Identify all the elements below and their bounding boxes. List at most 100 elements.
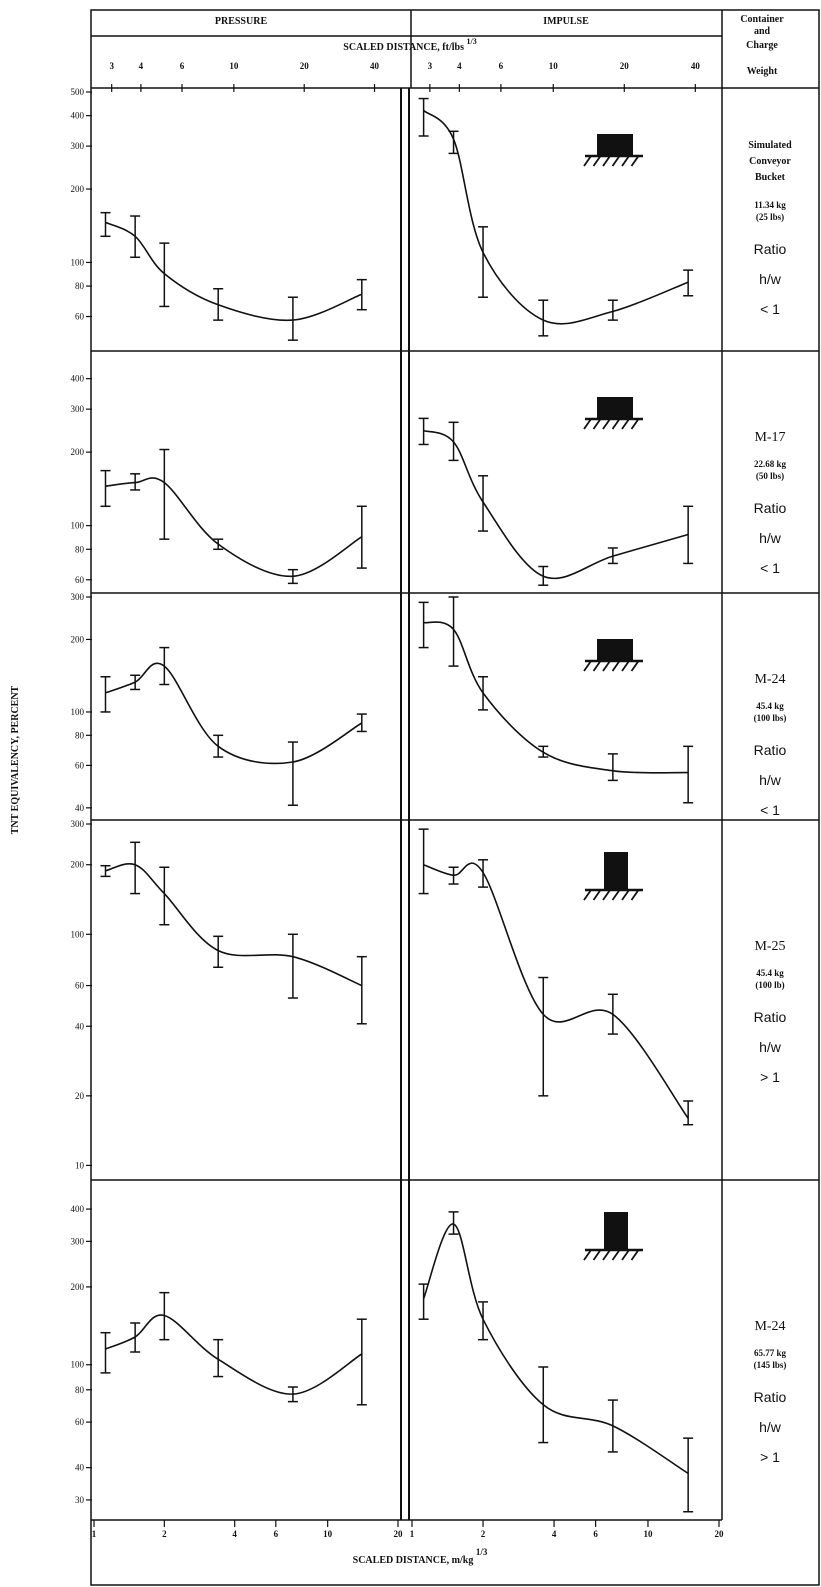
scaled-distance-ft-exponent: 1/3	[466, 37, 476, 46]
error-bar	[356, 505, 367, 569]
ground-hatch-icon	[602, 418, 611, 430]
x-tick-label: 20	[715, 1529, 725, 1539]
ground-hatch-icon	[611, 660, 621, 672]
error-bar	[683, 745, 694, 804]
y-tick-label: 300	[71, 1236, 85, 1246]
container-label-row-2: M-17 22.68 kg (50 lbs) Ratio h/w < 1	[754, 430, 787, 576]
y-tick-label: 200	[71, 1282, 85, 1292]
error-bar	[607, 993, 618, 1035]
panel-pressure-row-5: 400 300 200 100 80 60 40 30	[71, 1204, 367, 1505]
error-bar	[130, 674, 141, 691]
container-block-icon	[604, 852, 628, 890]
x-axis-m-kg: 1 2 4 6 10 20 1 2 4 6 10 20	[92, 1520, 724, 1539]
ground-hatch-icon	[592, 418, 602, 430]
ground-hatch-icon	[621, 155, 630, 167]
series-line	[423, 109, 689, 325]
y-tick-label: 20	[75, 1091, 85, 1101]
charge-weight: (100 lbs)	[754, 713, 787, 723]
ground-hatch-icon	[592, 889, 602, 901]
error-bar	[478, 859, 489, 888]
error-bar	[159, 1291, 170, 1341]
y-tick-label: 80	[75, 544, 85, 554]
y-tick-label: 200	[71, 860, 85, 870]
error-bar	[356, 955, 367, 1025]
container-label-row-5: M-24 65.77 kg (145 lbs) Ratio h/w > 1	[754, 1319, 787, 1465]
x-tick-label: 2	[481, 1529, 486, 1539]
x-tick-label: 4	[232, 1529, 237, 1539]
ground-hatch-icon	[630, 889, 640, 901]
y-tick-label: 40	[75, 1463, 85, 1473]
error-bar	[159, 448, 170, 540]
container-header-line: and	[754, 26, 771, 37]
error-bar	[538, 565, 549, 586]
error-bar	[213, 288, 224, 321]
charge-weight: 45.4 kg	[756, 701, 784, 711]
wide-container-icon	[583, 639, 643, 672]
panel-impulse-row-3	[418, 596, 694, 804]
container-block-icon	[597, 639, 633, 661]
series-line	[105, 477, 363, 578]
tall-container-icon	[583, 1212, 643, 1261]
ratio-label: Ratio	[754, 241, 787, 257]
container-header-line: Charge	[746, 40, 778, 51]
error-bar	[159, 866, 170, 926]
ground-hatch-icon	[583, 1249, 592, 1261]
panel-impulse-row-1	[418, 97, 694, 337]
error-bar	[418, 828, 429, 895]
error-bar	[213, 935, 224, 969]
ground-hatch-icon	[592, 1249, 602, 1261]
ground-hatch-icon	[583, 418, 592, 430]
ground-hatch-icon	[602, 889, 611, 901]
charge-weight: (50 lbs)	[756, 471, 784, 481]
y-tick-label: 60	[75, 1417, 85, 1427]
error-bar	[448, 130, 459, 155]
ground-hatch-icon	[583, 660, 592, 672]
ratio-value: > 1	[760, 1449, 780, 1465]
error-bar	[100, 676, 111, 713]
error-bar	[448, 1211, 459, 1235]
y-tick-label: 60	[75, 981, 85, 991]
error-bar	[130, 1322, 141, 1353]
y-tick-label: 300	[71, 141, 85, 151]
panel-impulse-row-4	[418, 828, 694, 1126]
y-tick-label: 500	[71, 87, 85, 97]
charge-weight: 11.34 kg	[754, 200, 786, 210]
error-bar	[538, 976, 549, 1097]
error-bar	[130, 841, 141, 895]
error-bar	[287, 933, 298, 999]
x-tick-label: 2	[162, 1529, 167, 1539]
ground-hatch-icon	[621, 889, 630, 901]
container-label-row-1: Simulated Conveyor Bucket 11.34 kg (25 lbs) R…	[748, 140, 792, 317]
error-bar	[418, 601, 429, 649]
error-bar	[448, 421, 459, 462]
ratio-value: < 1	[760, 560, 780, 576]
ft-tick-label: 20	[620, 61, 630, 71]
y-tick-label: 400	[71, 111, 85, 121]
y-tick-label: 60	[75, 312, 85, 322]
ft-tick-label: 6	[499, 61, 504, 71]
ft-tick-label: 6	[180, 61, 185, 71]
y-tick-label: 80	[75, 1385, 85, 1395]
y-tick-label: 80	[75, 281, 85, 291]
ground-hatch-icon	[602, 1249, 611, 1261]
charge-weight: (100 lb)	[755, 980, 784, 990]
series-line	[423, 429, 689, 580]
y-tick-label: 60	[75, 760, 85, 770]
error-bar	[607, 547, 618, 565]
series-line	[105, 221, 363, 322]
charge-weight: (25 lbs)	[756, 212, 784, 222]
container-header: Container and Charge Weight	[740, 14, 784, 77]
x-tick-label: 6	[593, 1529, 598, 1539]
series-line	[423, 862, 689, 1119]
scaled-distance-ft-text: SCALED DISTANCE, ft/lbs	[343, 42, 464, 53]
error-bar	[213, 1338, 224, 1378]
series-line	[105, 1314, 363, 1395]
container-name: Conveyor	[749, 156, 791, 167]
ground-hatch-icon	[602, 155, 611, 167]
ground-hatch-icon	[583, 155, 592, 167]
y-tick-label: 300	[71, 404, 85, 414]
ratio-variable: h/w	[759, 772, 782, 788]
wide-container-icon	[583, 397, 643, 430]
error-bar	[100, 211, 111, 238]
